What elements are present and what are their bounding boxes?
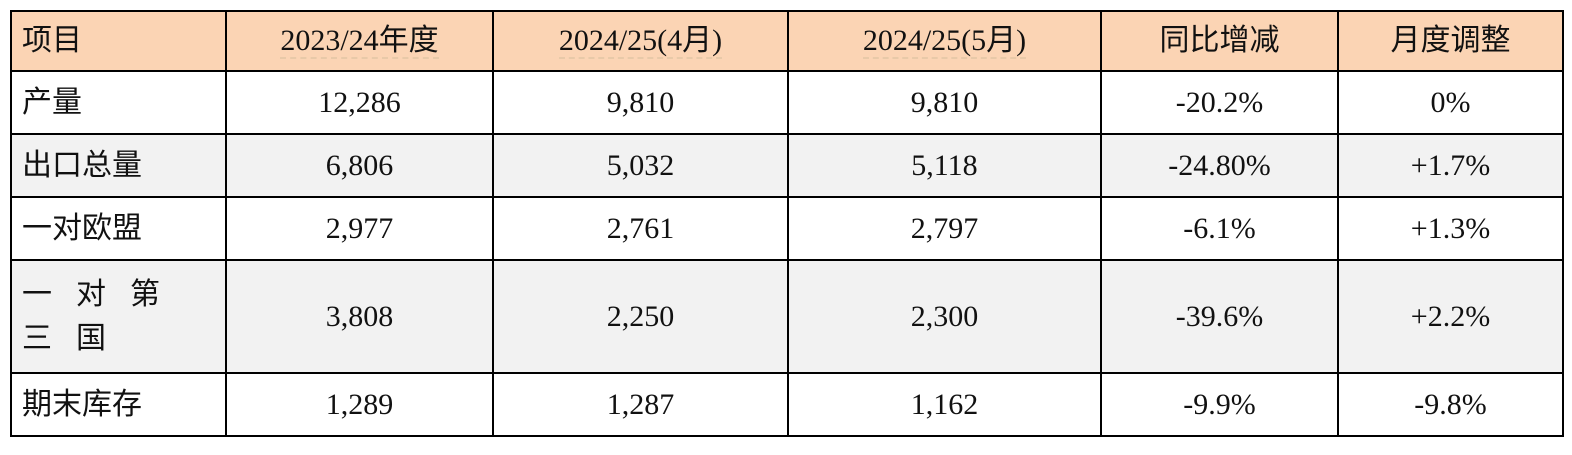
table-row: 出口总量 6,806 5,032 5,118 -24.80% +1.7% [10,133,1564,198]
cell: -39.6% [1100,259,1339,374]
cell: 9,810 [787,70,1102,135]
header-cell: 2023/24年度 [225,10,494,72]
cell: 2,250 [492,259,789,374]
cell: 1,287 [492,372,789,437]
header-cell: 2024/25(4月) [492,10,789,72]
cell: 9,810 [492,70,789,135]
header-row: 项目 2023/24年度 2024/25(4月) 2024/25(5月) 同比增减 月度调… [10,10,1564,72]
header-text: 月度调整 [1390,24,1511,57]
cell: 2,761 [492,196,789,261]
row-label: 一对欧盟 [10,196,227,261]
cell: +1.3% [1337,196,1564,261]
table-body: 产量 12,286 9,810 9,810 -20.2% 0% 出口总量 6,806 5,032… [10,70,1564,437]
cell: 1,162 [787,372,1102,437]
cell: 5,118 [787,133,1102,198]
row-label: 一对第三国 [10,259,227,374]
cell: -6.1% [1100,196,1339,261]
table-row: 一对欧盟 2,977 2,761 2,797 -6.1% +1.3% [10,196,1564,261]
cell: 2,300 [787,259,1102,374]
table-row: 一对第三国 3,808 2,250 2,300 -39.6% +2.2% [10,259,1564,374]
cell: 6,806 [225,133,494,198]
header-cell: 项目 [10,10,227,72]
row-label: 期末库存 [10,372,227,437]
cell: 2,977 [225,196,494,261]
cell: 3,808 [225,259,494,374]
header-text: 2024/25(4月) [558,24,723,59]
table-row: 期末库存 1,289 1,287 1,162 -9.9% -9.8% [10,372,1564,437]
header-cell: 2024/25(5月) [787,10,1102,72]
cell: 0% [1337,70,1564,135]
header-text: 2023/24年度 [280,24,439,59]
cell: -9.9% [1100,372,1339,437]
header-text: 项目 [22,24,82,57]
cell: +1.7% [1337,133,1564,198]
header-text: 2024/25(5月) [862,24,1027,59]
row-label: 产量 [10,70,227,135]
header-cell: 同比增减 [1100,10,1339,72]
table-row: 产量 12,286 9,810 9,810 -20.2% 0% [10,70,1564,135]
cell: 1,289 [225,372,494,437]
cell: +2.2% [1337,259,1564,374]
cell: 2,797 [787,196,1102,261]
cell: -20.2% [1100,70,1339,135]
cell: 5,032 [492,133,789,198]
header-text: 同比增减 [1159,24,1280,57]
cell: 12,286 [225,70,494,135]
data-table: 项目 2023/24年度 2024/25(4月) 2024/25(5月) 同比增减 月度调… [10,10,1564,437]
cell: -9.8% [1337,372,1564,437]
header-cell: 月度调整 [1337,10,1564,72]
cell: -24.80% [1100,133,1339,198]
row-label: 出口总量 [10,133,227,198]
